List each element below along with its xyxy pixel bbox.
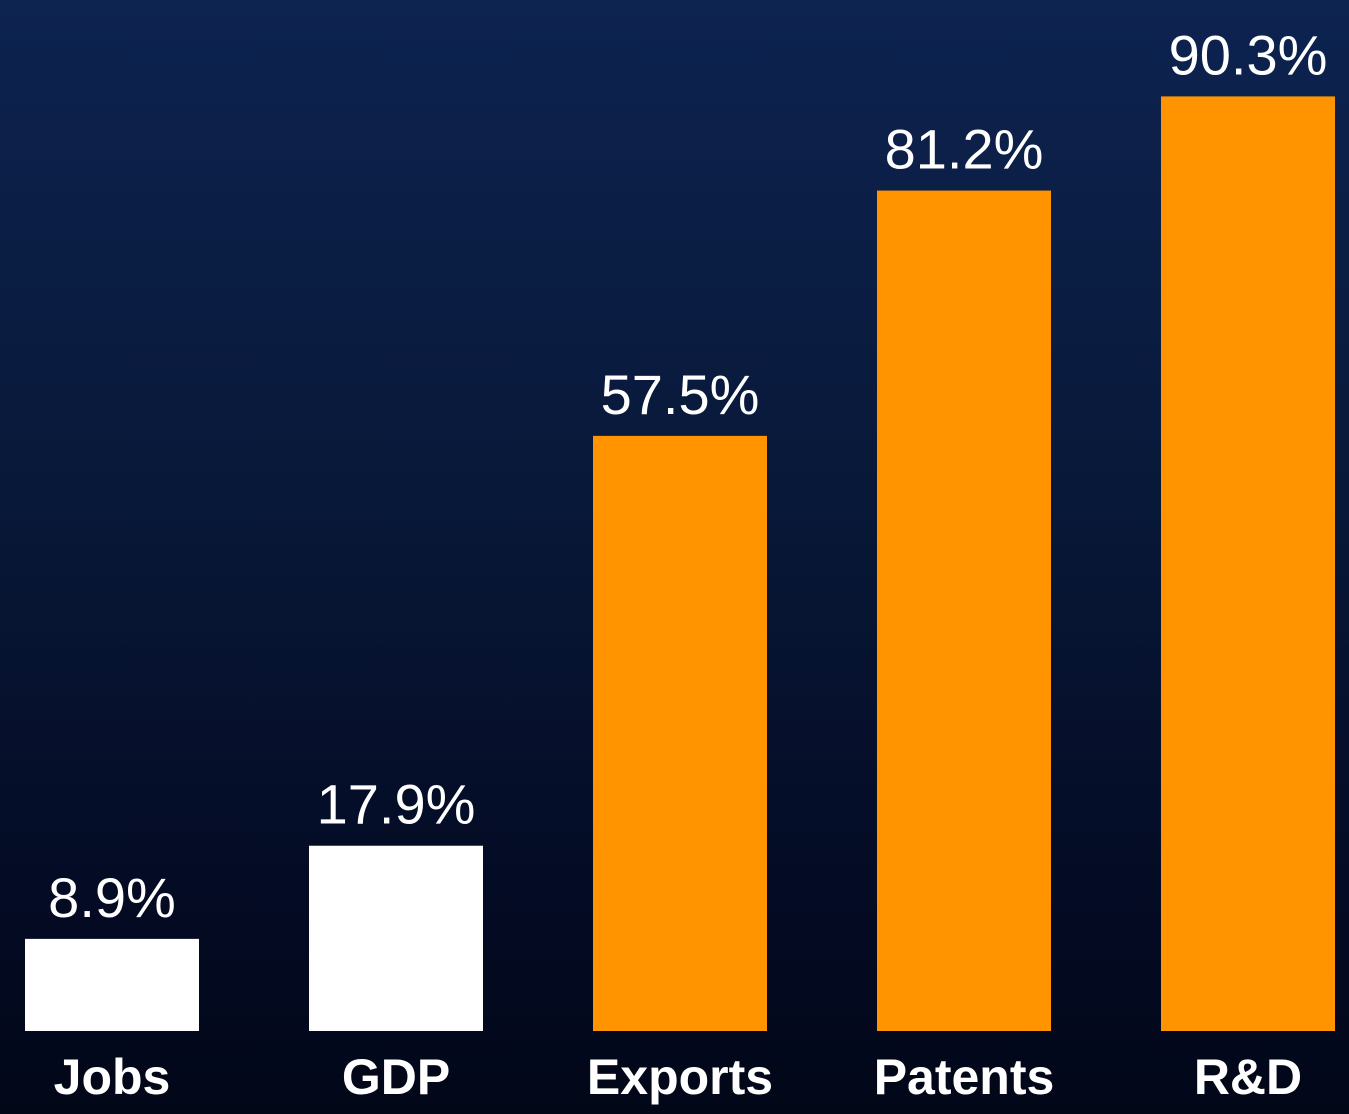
value-labels-group: 8.9% 17.9% 57.5% 81.2% 90.3% <box>48 23 1327 928</box>
bar-r-d <box>1161 96 1335 1031</box>
bar-patents <box>877 190 1051 1031</box>
category-label-exports: Exports <box>587 1049 773 1105</box>
category-label-gdp: GDP <box>342 1049 450 1105</box>
category-label-patents: Patents <box>874 1049 1055 1105</box>
bar-gdp <box>309 845 483 1031</box>
value-label-gdp: 17.9% <box>317 773 476 836</box>
value-label-jobs: 8.9% <box>48 866 176 929</box>
category-label-r-d: R&D <box>1194 1049 1302 1105</box>
value-label-patents: 81.2% <box>885 118 1044 181</box>
bar-exports <box>593 435 767 1031</box>
value-label-r-d: 90.3% <box>1169 23 1328 86</box>
category-label-jobs: Jobs <box>54 1049 171 1105</box>
value-label-exports: 57.5% <box>601 363 760 426</box>
bar-jobs <box>25 938 199 1031</box>
category-labels-group: Jobs GDP Exports Patents R&D <box>54 1049 1303 1105</box>
bars-group <box>25 96 1335 1031</box>
